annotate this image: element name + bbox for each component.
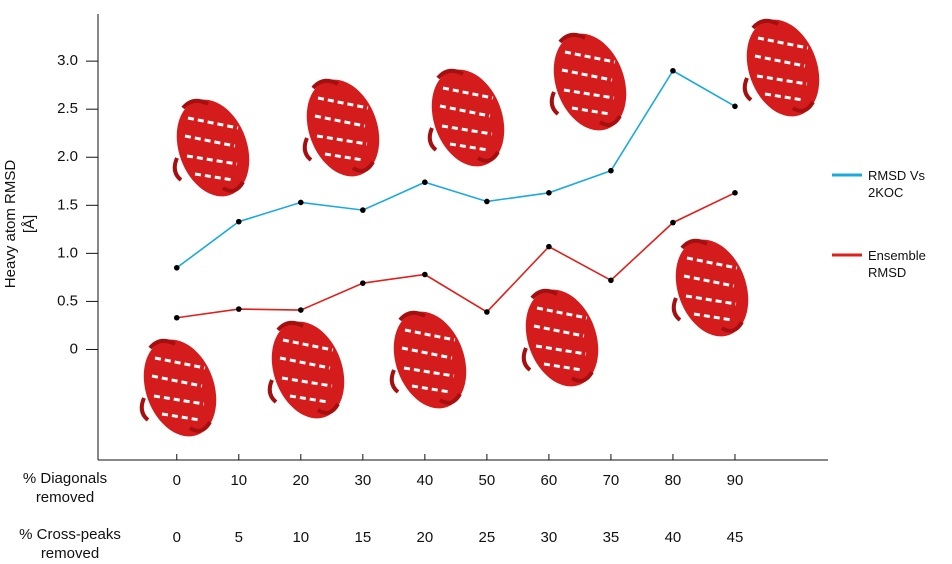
x2-tick-label: 5 xyxy=(235,529,243,546)
x-tick-label: 20 xyxy=(292,472,309,489)
x2-tick-label: 0 xyxy=(173,529,181,546)
x-tick-label: 10 xyxy=(230,472,247,489)
chart: 0 0.5 1.0 1.5 2.0 2.5 3.0 0 0 10 5 20 10 30 15 40 20 50 25… xyxy=(0,0,952,564)
data-point xyxy=(546,244,552,250)
series-line xyxy=(177,193,735,318)
data-point xyxy=(484,309,490,315)
x-row-label: % Diagonals removed xyxy=(5,469,125,507)
x2-tick-label: 10 xyxy=(292,529,309,546)
data-point xyxy=(670,68,676,74)
data-point xyxy=(174,265,180,271)
data-point xyxy=(732,104,738,110)
x-tick-label: 30 xyxy=(354,472,371,489)
data-point xyxy=(546,190,552,196)
x2-tick-label: 15 xyxy=(354,529,371,546)
x-tick-label: 50 xyxy=(479,472,496,489)
x2-tick-label: 20 xyxy=(417,529,434,546)
y-axis-label: Heavy atom RMSD [Å] xyxy=(1,154,39,294)
x2-tick-label: 45 xyxy=(727,529,744,546)
data-point xyxy=(608,277,614,283)
data-point xyxy=(484,199,490,205)
y-tick-label: 2.5 xyxy=(57,100,78,117)
data-point xyxy=(670,220,676,226)
y-tick-label: 0 xyxy=(70,340,78,357)
data-point xyxy=(608,168,614,174)
data-point xyxy=(422,179,428,185)
x-tick-label: 90 xyxy=(727,472,744,489)
x2-tick-label: 25 xyxy=(479,529,496,546)
data-point xyxy=(174,315,180,321)
data-point xyxy=(298,200,304,206)
x-tick-label: 80 xyxy=(665,472,682,489)
y-tick-label: 3.0 xyxy=(57,52,78,69)
data-point xyxy=(360,280,366,286)
x2-tick-label: 40 xyxy=(665,529,682,546)
y-tick-label: 2.0 xyxy=(57,148,78,165)
x2-tick-label: 30 xyxy=(541,529,558,546)
data-point xyxy=(298,307,304,313)
page: 0 0.5 1.0 1.5 2.0 2.5 3.0 0 0 10 5 20 10 30 15 40 20 50 25… xyxy=(0,0,952,564)
y-tick-label: 1.0 xyxy=(57,244,78,261)
data-point xyxy=(236,306,242,312)
x2-tick-label: 35 xyxy=(603,529,620,546)
x-tick-label: 60 xyxy=(541,472,558,489)
x-tick-label: 70 xyxy=(603,472,620,489)
y-tick-label: 0.5 xyxy=(57,292,78,309)
x-tick-label: 0 xyxy=(173,472,181,489)
legend-label: Ensemble RMSD xyxy=(868,247,952,281)
x-tick-label: 40 xyxy=(417,472,434,489)
legend-label: RMSD Vs 2KOC xyxy=(868,167,952,201)
y-tick-label: 1.5 xyxy=(57,196,78,213)
x2-row-label: % Cross-peaks removed xyxy=(5,525,135,563)
data-point xyxy=(360,207,366,213)
data-point xyxy=(236,219,242,225)
data-point xyxy=(732,190,738,196)
structure-images xyxy=(131,9,832,446)
data-point xyxy=(422,272,428,278)
